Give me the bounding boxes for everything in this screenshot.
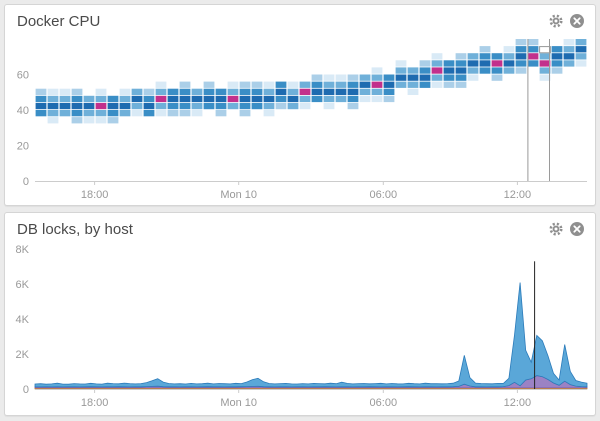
svg-text:40: 40	[17, 105, 29, 117]
widget-db-locks: DB locks, by host 18:00 Mon 10 06:00 12:00 0…	[4, 212, 596, 416]
gear-icon[interactable]	[548, 221, 564, 237]
close-icon[interactable]	[569, 221, 585, 237]
svg-text:8K: 8K	[16, 244, 30, 256]
svg-text:20: 20	[17, 141, 29, 153]
widget-header: Docker CPU	[5, 5, 595, 35]
db-locks-area-chart[interactable]: 18:00 Mon 10 06:00 12:00 0 2K 4K 6K 8K	[5, 243, 595, 413]
heatmap-cells	[35, 39, 587, 124]
svg-text:4K: 4K	[16, 314, 30, 326]
widget-docker-cpu: Docker CPU 18:00 Mon 10 06:00 12:00 0 20 40 60	[4, 4, 596, 206]
widget-title: Docker CPU	[17, 13, 101, 30]
svg-text:2K: 2K	[16, 349, 30, 361]
docker-cpu-heatmap-chart[interactable]: 18:00 Mon 10 06:00 12:00 0 20 40 60	[5, 35, 595, 203]
svg-text:12:00: 12:00	[504, 189, 532, 201]
area-series1	[34, 282, 588, 388]
svg-text:Mon 10: Mon 10	[220, 189, 257, 201]
svg-text:6K: 6K	[16, 279, 30, 291]
svg-text:18:00: 18:00	[81, 189, 109, 201]
stacked-areas	[34, 282, 588, 390]
svg-text:Mon 10: Mon 10	[220, 397, 257, 409]
x-axis: 18:00 Mon 10 06:00 12:00	[35, 389, 587, 409]
widget-icon-group	[548, 221, 585, 237]
svg-text:06:00: 06:00	[370, 189, 398, 201]
close-icon[interactable]	[569, 13, 585, 29]
svg-text:12:00: 12:00	[504, 397, 532, 409]
y-axis: 0 20 40 60	[17, 70, 29, 189]
y-axis: 0 2K 4K 6K 8K	[16, 244, 30, 396]
widget-icon-group	[548, 13, 585, 29]
widget-title: DB locks, by host	[17, 221, 133, 238]
svg-text:18:00: 18:00	[81, 397, 109, 409]
svg-text:0: 0	[23, 176, 29, 188]
widget-header: DB locks, by host	[5, 213, 595, 243]
svg-text:60: 60	[17, 70, 29, 82]
gear-icon[interactable]	[548, 13, 564, 29]
highlighted-cell	[539, 46, 551, 54]
x-axis: 18:00 Mon 10 06:00 12:00	[35, 181, 587, 201]
svg-text:0: 0	[23, 384, 29, 396]
svg-text:06:00: 06:00	[370, 397, 398, 409]
